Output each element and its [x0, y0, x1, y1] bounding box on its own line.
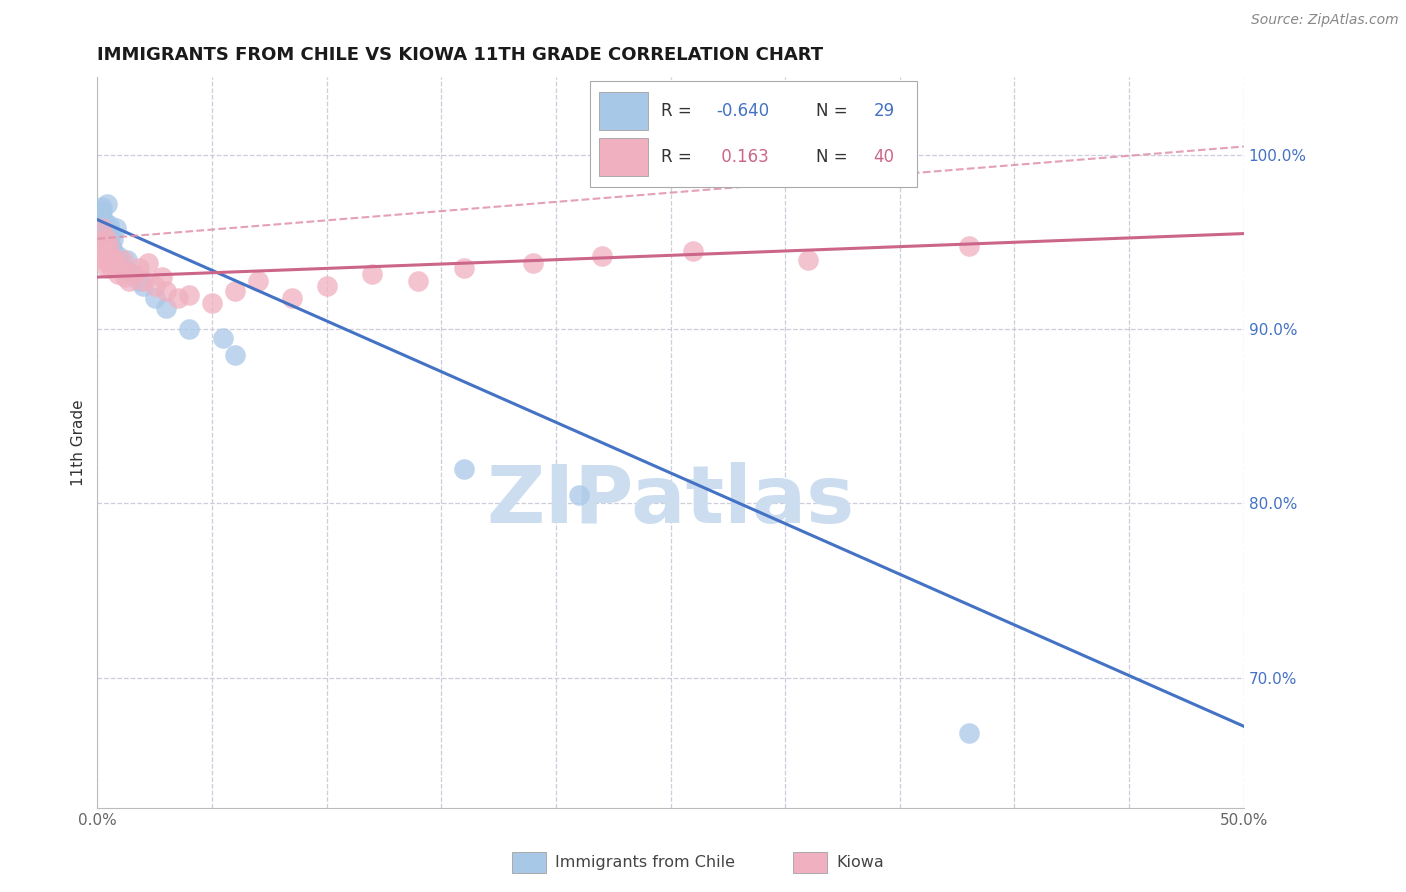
Point	[110, 256, 132, 270]
Text: R =: R =	[661, 103, 692, 120]
Point	[166, 291, 188, 305]
Point	[132, 278, 155, 293]
Point	[143, 291, 166, 305]
Point	[97, 235, 120, 250]
Point	[97, 256, 120, 270]
Point	[522, 256, 544, 270]
Point	[797, 252, 820, 267]
Point	[103, 244, 125, 258]
Point	[100, 249, 122, 263]
Point	[104, 221, 127, 235]
Point	[128, 274, 150, 288]
Point	[957, 239, 980, 253]
Point	[136, 256, 159, 270]
Point	[177, 322, 200, 336]
Point	[89, 209, 111, 223]
Point	[104, 256, 127, 270]
Point	[100, 239, 122, 253]
Point	[453, 261, 475, 276]
Text: ZIPatlas: ZIPatlas	[486, 462, 855, 540]
Point	[315, 278, 337, 293]
Point	[93, 221, 115, 235]
Text: R =: R =	[661, 148, 692, 166]
Point	[177, 287, 200, 301]
Point	[591, 249, 613, 263]
Point	[361, 267, 384, 281]
Point	[89, 249, 111, 263]
Point	[103, 252, 125, 267]
Point	[122, 267, 145, 281]
Point	[91, 201, 114, 215]
FancyBboxPatch shape	[599, 92, 648, 130]
FancyBboxPatch shape	[599, 138, 648, 177]
Point	[281, 291, 304, 305]
Point	[155, 301, 177, 316]
Point	[91, 235, 114, 250]
Point	[93, 214, 115, 228]
Point	[91, 203, 114, 218]
Point	[93, 244, 115, 258]
Point	[97, 239, 120, 253]
Text: Immigrants from Chile: Immigrants from Chile	[555, 855, 735, 870]
Point	[201, 296, 224, 310]
Point	[111, 252, 134, 267]
Point	[143, 278, 166, 293]
Text: 40: 40	[873, 148, 894, 166]
Point	[682, 244, 704, 258]
Point	[96, 232, 118, 246]
FancyBboxPatch shape	[591, 80, 917, 186]
Point	[155, 284, 177, 298]
Point	[91, 221, 114, 235]
Point	[121, 267, 143, 281]
FancyBboxPatch shape	[512, 852, 546, 873]
Point	[111, 261, 134, 276]
Point	[107, 267, 129, 281]
Point	[128, 261, 150, 276]
Text: IMMIGRANTS FROM CHILE VS KIOWA 11TH GRADE CORRELATION CHART: IMMIGRANTS FROM CHILE VS KIOWA 11TH GRAD…	[97, 46, 824, 64]
Point	[96, 197, 118, 211]
Point	[97, 218, 120, 232]
Point	[103, 232, 125, 246]
Text: 29: 29	[873, 103, 894, 120]
Point	[224, 348, 246, 362]
Point	[568, 488, 591, 502]
Text: Source: ZipAtlas.com: Source: ZipAtlas.com	[1251, 13, 1399, 28]
Point	[110, 261, 132, 276]
Point	[96, 227, 118, 241]
FancyBboxPatch shape	[793, 852, 827, 873]
Point	[96, 261, 118, 276]
Point	[93, 252, 115, 267]
Point	[957, 726, 980, 740]
Point	[118, 274, 141, 288]
Point	[115, 252, 138, 267]
Point	[107, 249, 129, 263]
Point	[246, 274, 269, 288]
Point	[114, 270, 136, 285]
Point	[150, 270, 173, 285]
Point	[100, 227, 122, 241]
Point	[224, 284, 246, 298]
Point	[408, 274, 430, 288]
Text: -0.640: -0.640	[717, 103, 769, 120]
Y-axis label: 11th Grade: 11th Grade	[72, 400, 86, 486]
Text: N =: N =	[815, 103, 848, 120]
Point	[100, 261, 122, 276]
Text: 0.163: 0.163	[717, 148, 769, 166]
Point	[453, 461, 475, 475]
Point	[212, 331, 235, 345]
Point	[132, 274, 155, 288]
Text: Kiowa: Kiowa	[837, 855, 884, 870]
Text: N =: N =	[815, 148, 848, 166]
